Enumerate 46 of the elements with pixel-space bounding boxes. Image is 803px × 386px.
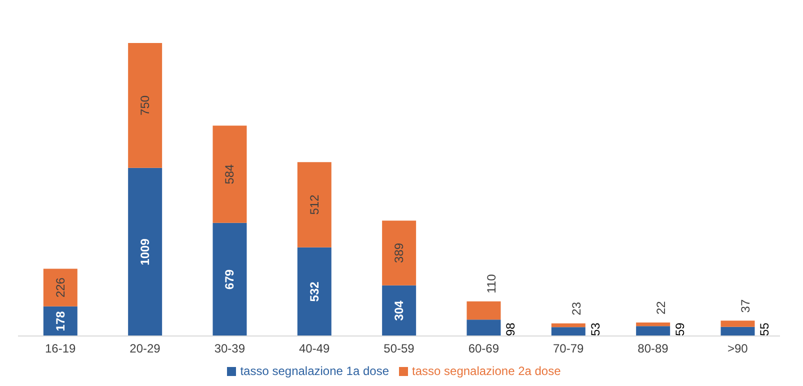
data-label: 226 bbox=[53, 277, 68, 298]
bar bbox=[297, 247, 332, 336]
data-label: 584 bbox=[222, 164, 237, 184]
bar bbox=[128, 168, 162, 336]
bar bbox=[466, 320, 501, 336]
data-label: 55 bbox=[758, 322, 772, 336]
bar bbox=[720, 320, 755, 327]
data-label: 178 bbox=[53, 310, 68, 332]
data-label: 23 bbox=[569, 302, 584, 316]
data-label: 532 bbox=[307, 281, 322, 302]
data-label: 750 bbox=[138, 95, 152, 116]
data-label: 22 bbox=[654, 300, 668, 315]
x-tick-label: 50-59 bbox=[384, 342, 415, 356]
data-label: 389 bbox=[392, 242, 406, 263]
x-tick-label: 70-79 bbox=[552, 342, 584, 356]
x-tick-label: 60-69 bbox=[468, 342, 500, 356]
data-label: 512 bbox=[307, 194, 322, 215]
bar bbox=[720, 326, 755, 336]
data-label: 53 bbox=[588, 322, 602, 336]
bar bbox=[128, 43, 162, 168]
bar bbox=[382, 220, 416, 286]
bar bbox=[212, 222, 247, 336]
x-tick-label: >90 bbox=[727, 342, 748, 356]
bar bbox=[297, 162, 332, 248]
legend-label: tasso segnalazione 1a dose bbox=[240, 364, 389, 378]
data-label: 37 bbox=[738, 299, 753, 313]
x-tick-label: 20-29 bbox=[130, 342, 161, 356]
bar bbox=[551, 327, 586, 336]
bar bbox=[466, 301, 501, 320]
bar bbox=[551, 323, 586, 328]
bar bbox=[212, 126, 247, 223]
x-tick-label: 16-19 bbox=[44, 342, 76, 356]
bar bbox=[382, 285, 416, 336]
data-label: 98 bbox=[504, 322, 518, 336]
data-label: 679 bbox=[222, 269, 237, 290]
x-tick-label: 40-49 bbox=[298, 342, 330, 356]
legend-label: tasso segnalazione 2a dose bbox=[412, 364, 561, 378]
x-tick-label: 30-39 bbox=[214, 342, 246, 356]
data-label: 110 bbox=[484, 274, 499, 294]
data-label: 1009 bbox=[138, 238, 152, 266]
bar bbox=[636, 326, 670, 336]
x-tick-label: 80-89 bbox=[638, 342, 669, 356]
bar bbox=[636, 322, 670, 326]
data-label: 304 bbox=[392, 300, 406, 321]
data-label: 59 bbox=[673, 322, 688, 336]
bar bbox=[43, 268, 78, 306]
